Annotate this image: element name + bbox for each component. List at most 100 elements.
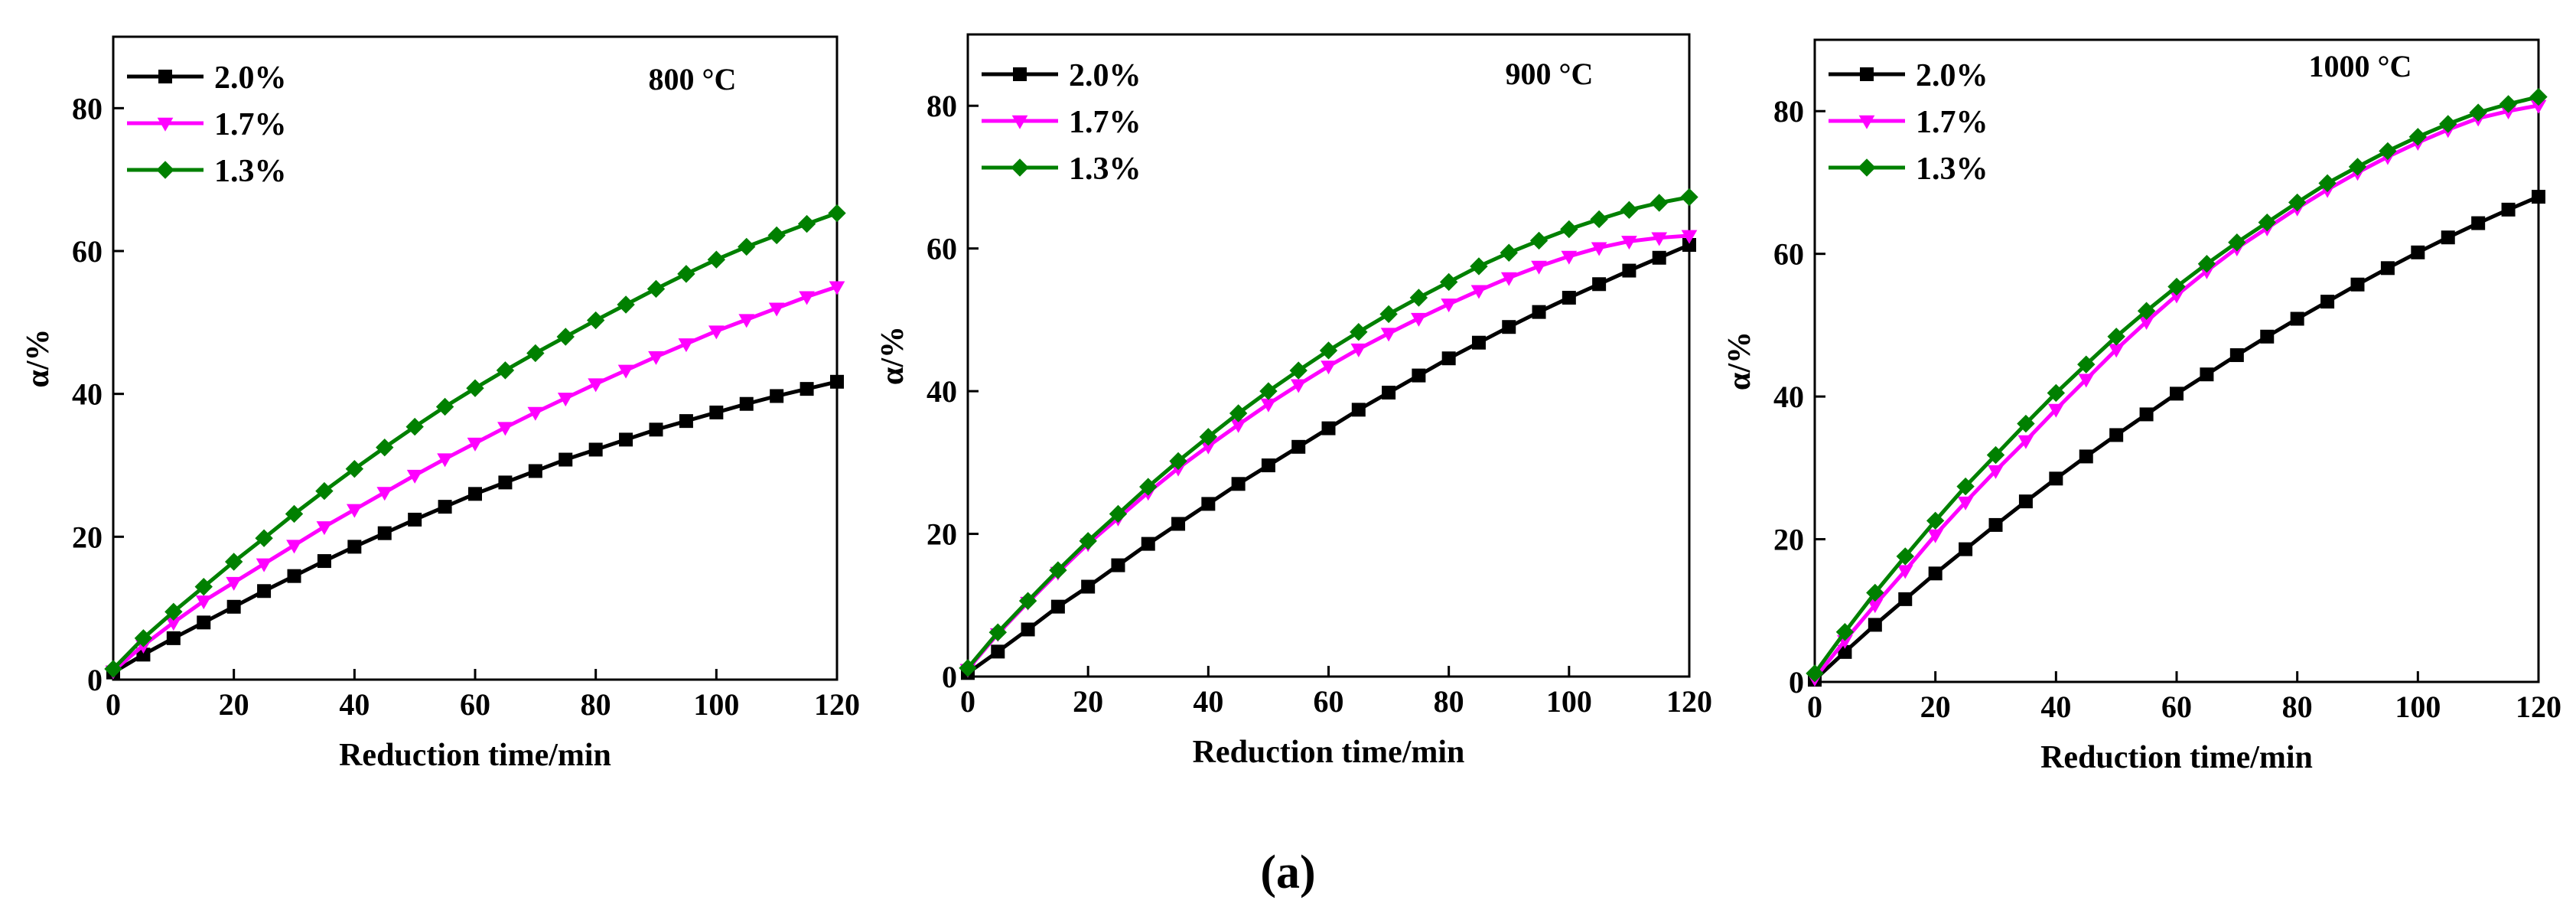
y-tick-label: 80 [927,89,957,123]
data-point [830,374,844,389]
data-point [2047,403,2064,418]
data-point [708,325,725,340]
x-tick-label: 40 [2040,690,2071,724]
x-tick-label: 0 [1807,690,1822,724]
chart-panel-3: 0 20 40 60 80 100 120 0 20 40 60 80 Reduction time/m… [1722,38,2561,775]
y-tick-label: 40 [1773,380,1804,414]
legend-marker [1011,115,1028,129]
legend-marker [158,70,172,83]
data-point [285,504,304,523]
data-point [2017,414,2035,433]
data-point [1018,592,1037,610]
data-point [767,226,786,245]
data-point [376,438,394,457]
data-point [679,414,693,429]
data-point [2258,213,2276,232]
data-point [194,577,213,596]
data-point [377,526,392,540]
data-point [2348,158,2367,176]
data-point [709,405,724,419]
legend-label: 1.3% [1916,152,1988,187]
data-point [468,487,482,501]
data-point [2290,311,2304,326]
x-tick-label: 80 [2282,690,2313,724]
data-point [617,364,634,379]
data-point [1680,188,1698,207]
x-axis-label: Reduction time/min [339,738,611,773]
data-point [2499,95,2518,113]
legend-label: 2.0% [214,60,287,96]
legend-label: 1.7% [214,107,287,142]
data-point [619,432,633,447]
data-point [2047,383,2066,403]
data-point [2107,328,2125,346]
series-line [1813,194,2539,682]
data-point [1681,230,1698,244]
data-point [797,214,816,233]
data-point [1290,379,1307,393]
data-point [2471,216,2486,230]
data-point [286,540,302,554]
x-tick-label: 20 [1920,690,1951,724]
data-point [346,504,363,518]
data-point [2018,494,2033,509]
data-point [1561,250,1578,265]
data-point [1471,335,1486,350]
data-point [437,453,453,468]
data-point [1866,583,1884,602]
y-axis-label: α/% [1722,331,1757,390]
data-point [317,554,331,569]
series-1-3pct [1806,87,2548,683]
data-point [405,417,424,436]
data-point [527,406,544,421]
data-point [134,629,153,647]
x-tick-label: 0 [960,684,975,719]
data-point [1351,403,1366,417]
data-point [1350,343,1367,357]
legend: 2.0% 1.7% 1.3% [1829,58,1988,187]
y-tick-label: 60 [72,234,103,269]
y-tick-label: 80 [72,91,103,126]
data-point [2108,344,2125,358]
data-point [1321,360,1337,375]
data-point [164,602,183,621]
data-point [2411,245,2425,259]
data-point [2138,316,2154,331]
data-point [738,314,755,328]
series-line [112,380,838,674]
data-point [828,204,846,223]
y-tick-label: 20 [1773,523,1804,557]
data-point [1141,537,1155,551]
data-point [677,265,695,283]
data-point [347,540,362,554]
data-point [1592,277,1607,292]
data-point [991,644,1005,659]
data-point [2197,255,2216,273]
data-point [799,291,815,305]
data-point [1350,323,1368,341]
data-point [2168,289,2185,304]
x-tick-label: 0 [106,687,121,722]
data-point [408,512,422,527]
data-point [739,396,754,411]
data-point [2228,233,2246,252]
data-point [829,281,845,295]
data-point [1650,194,1669,212]
data-point [588,378,604,393]
data-point [467,437,484,452]
data-point [1957,496,1974,510]
data-point [1199,428,1218,446]
data-point [257,584,272,598]
data-point [226,599,241,614]
data-point [1986,445,2005,465]
data-point [1897,565,1913,579]
x-tick-label: 60 [2161,690,2192,724]
data-point [1500,272,1517,286]
data-point [2017,435,2034,449]
data-point [2380,261,2395,276]
data-point [2288,193,2307,212]
series-1-7pct [105,281,845,680]
data-point [345,459,364,478]
data-point [315,481,334,501]
y-axis-label: α/% [875,326,910,385]
